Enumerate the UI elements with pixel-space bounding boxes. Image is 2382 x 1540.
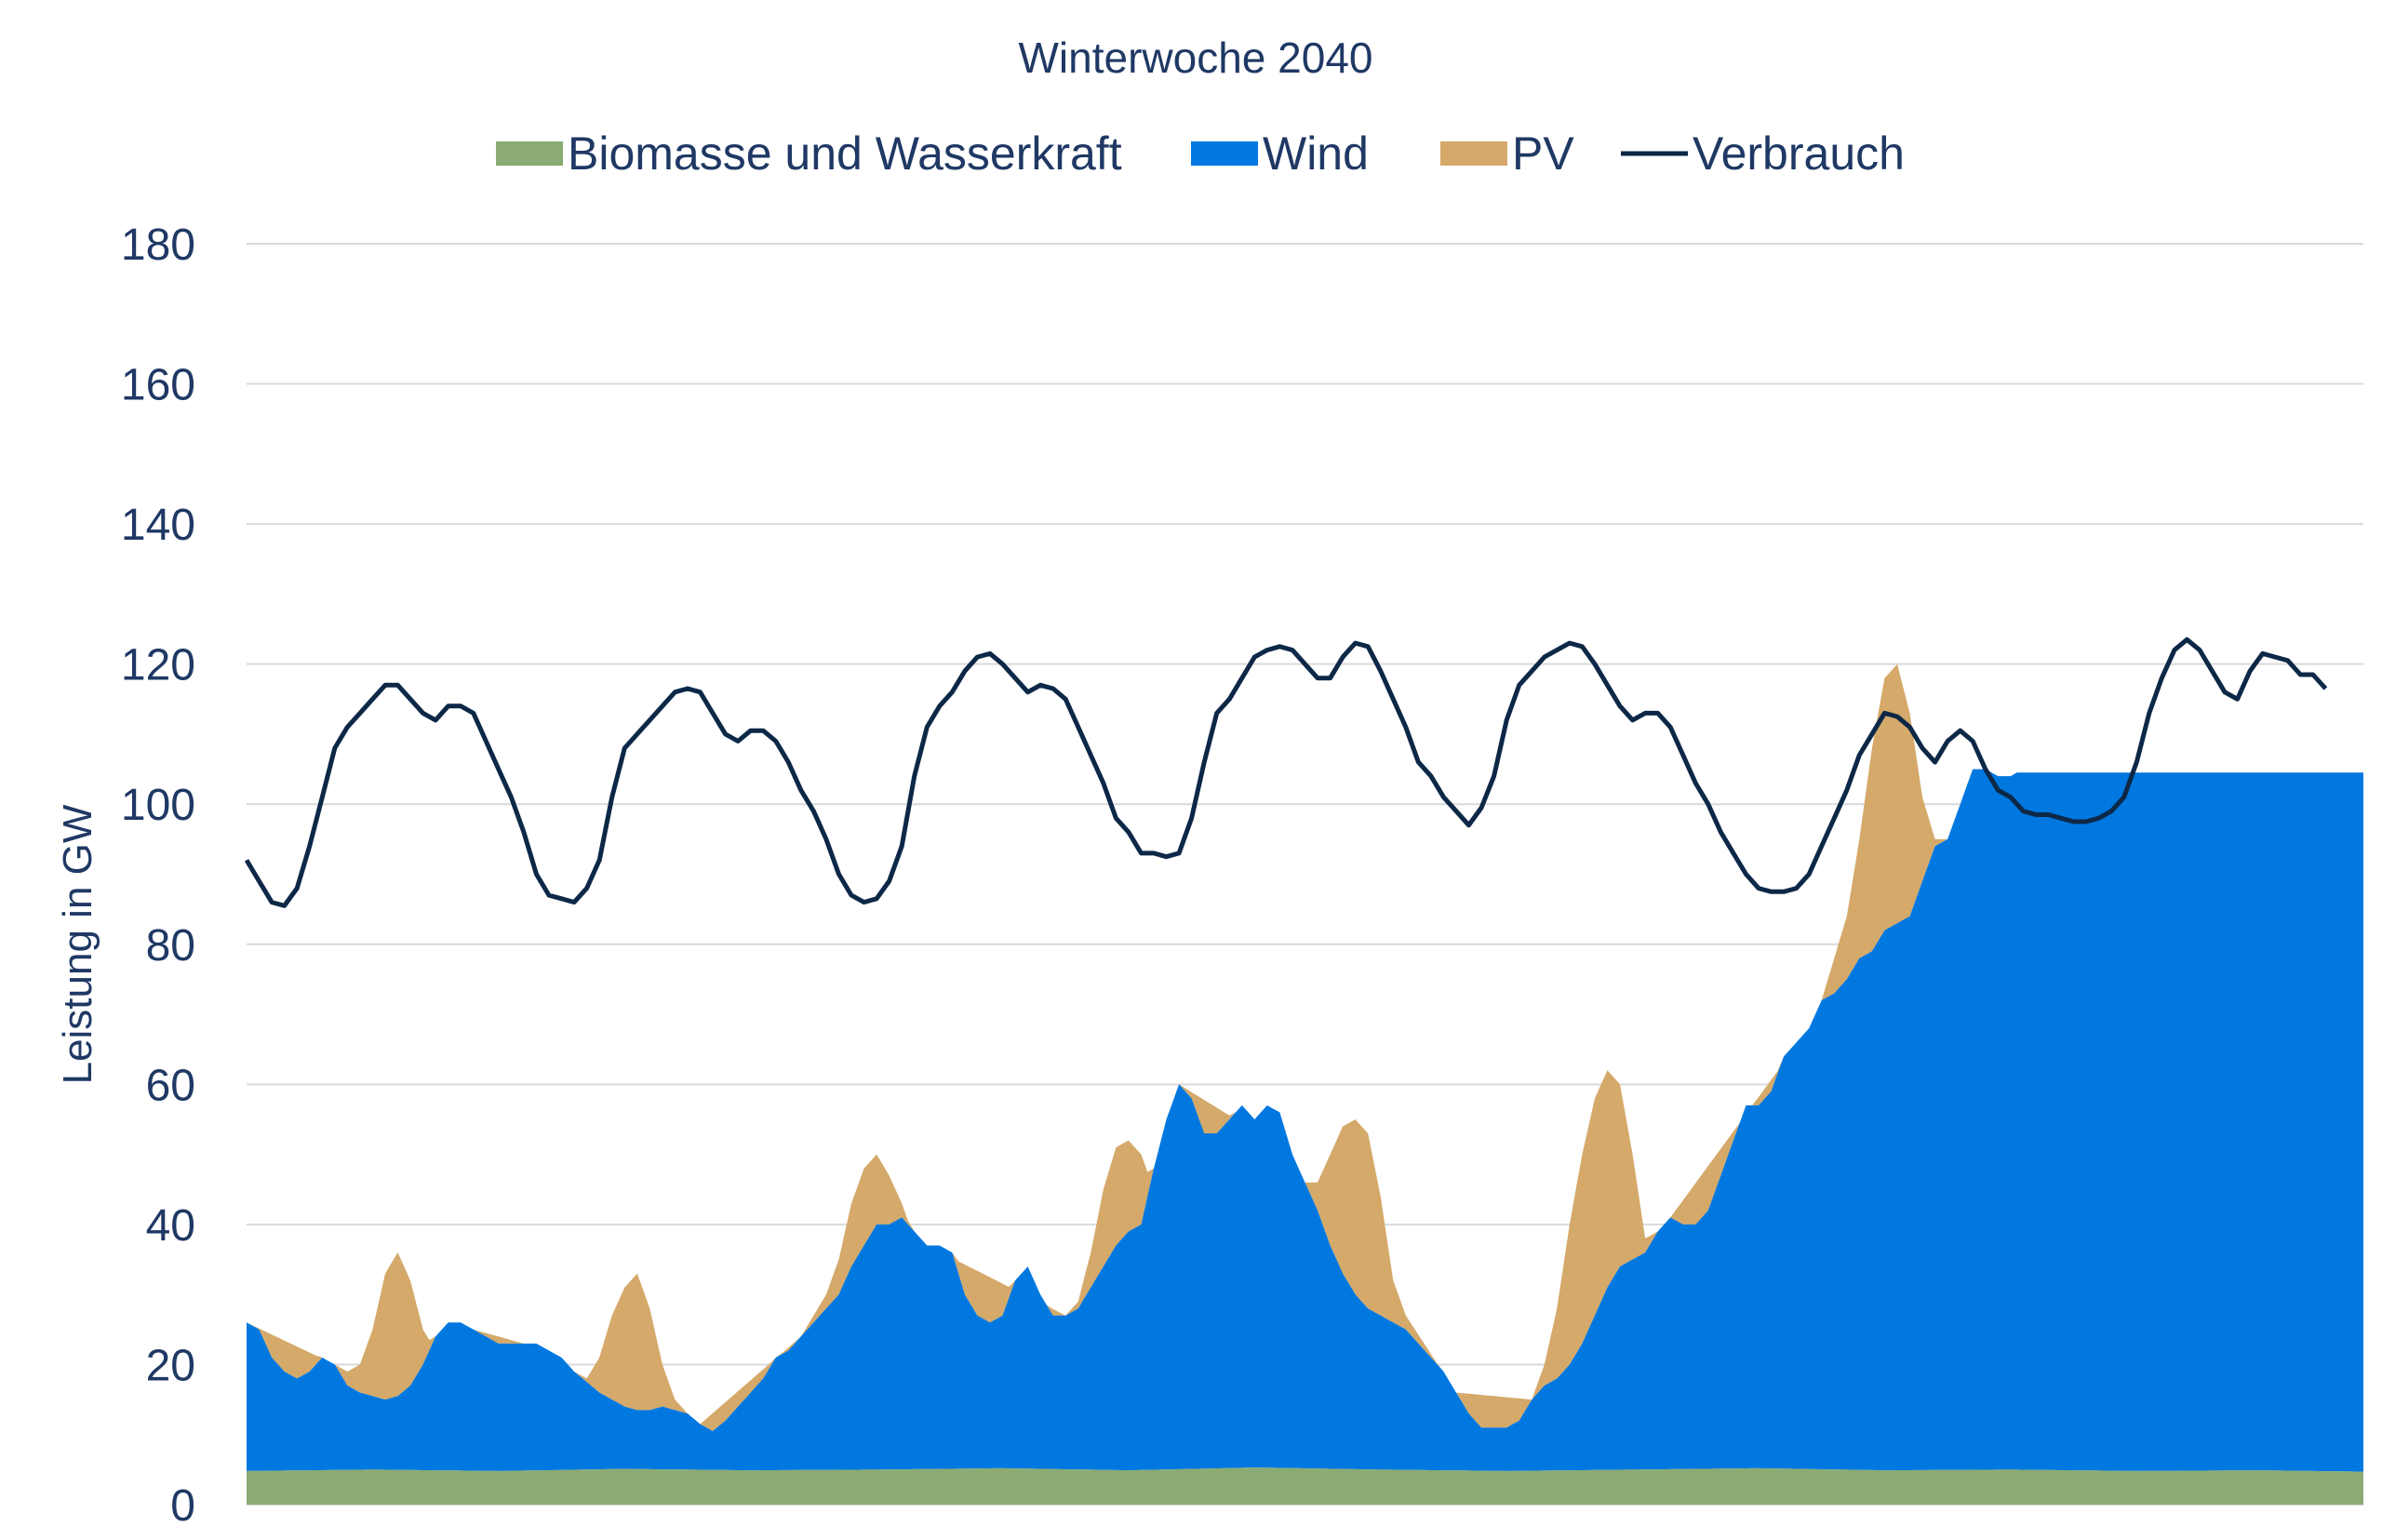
plot-area xyxy=(244,636,2363,1505)
biomasse-area xyxy=(247,1467,2363,1505)
wind-area xyxy=(247,769,2363,1472)
y-tick-label: 140 xyxy=(121,501,195,550)
legend-label-biomasse: Biomasse und Wasserkraft xyxy=(568,127,1122,180)
legend-label-pv: PV xyxy=(1512,127,1574,180)
y-tick-label: 160 xyxy=(121,361,195,410)
y-tick-label: 180 xyxy=(121,221,195,270)
y-tick-label: 100 xyxy=(121,781,195,830)
legend-swatch-biomasse xyxy=(496,141,563,166)
y-axis-ticks: 0 20 40 60 80 100 120 140 160 180 xyxy=(121,221,195,1531)
legend-label-wind: Wind xyxy=(1263,127,1369,180)
legend: Biomasse und Wasserkraft Wind PV Verbrau… xyxy=(496,127,1905,180)
y-axis-label: Leistung in GW xyxy=(55,804,100,1084)
chart-title: Winterwoche 2040 xyxy=(1019,33,1373,82)
y-tick-label: 80 xyxy=(146,921,195,971)
y-tick-label: 0 xyxy=(170,1481,195,1531)
legend-swatch-wind xyxy=(1191,141,1258,166)
y-tick-label: 40 xyxy=(146,1201,195,1251)
legend-swatch-pv xyxy=(1440,141,1507,166)
y-tick-label: 20 xyxy=(146,1341,195,1390)
y-tick-label: 60 xyxy=(146,1061,195,1110)
verbrauch-line xyxy=(244,636,2328,908)
y-tick-label: 120 xyxy=(121,641,195,690)
legend-label-verbrauch: Verbrauch xyxy=(1693,127,1905,180)
